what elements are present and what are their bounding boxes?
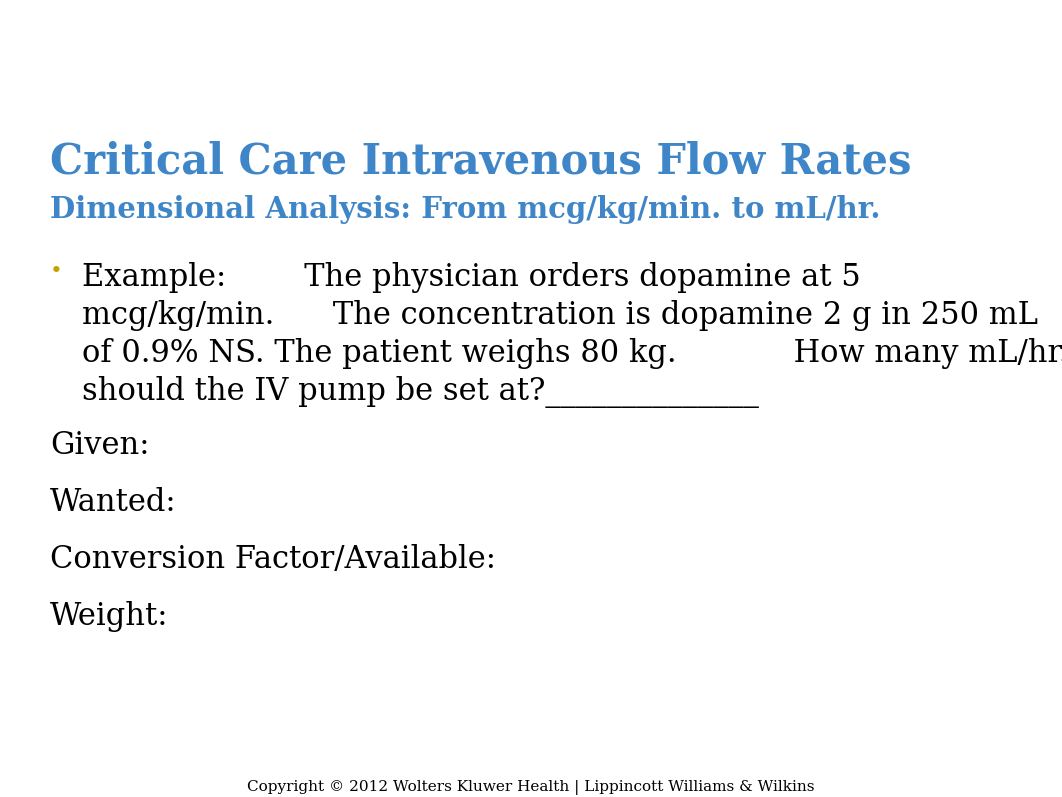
Text: of 0.9% NS. The patient weighs 80 kg.            How many mL/hr.: of 0.9% NS. The patient weighs 80 kg. Ho…	[82, 338, 1062, 369]
Text: Copyright © 2012 Wolters Kluwer Health | Lippincott Williams & Wilkins: Copyright © 2012 Wolters Kluwer Health |…	[247, 780, 815, 795]
Text: Given:: Given:	[50, 430, 150, 461]
Text: •: •	[50, 262, 63, 281]
Text: Critical Care Intravenous Flow Rates: Critical Care Intravenous Flow Rates	[50, 140, 911, 182]
Text: mcg/kg/min.      The concentration is dopamine 2 g in 250 mL: mcg/kg/min. The concentration is dopamin…	[82, 300, 1038, 331]
Text: Dimensional Analysis: From mcg/kg/min. to mL/hr.: Dimensional Analysis: From mcg/kg/min. t…	[50, 195, 880, 224]
Text: Weight:: Weight:	[50, 601, 169, 632]
Text: Wanted:: Wanted:	[50, 487, 176, 518]
Text: should the IV pump be set at?______________: should the IV pump be set at?___________…	[82, 376, 759, 408]
Text: Example:        The physician orders dopamine at 5: Example: The physician orders dopamine a…	[82, 262, 860, 293]
Text: Conversion Factor/Available:: Conversion Factor/Available:	[50, 544, 496, 575]
